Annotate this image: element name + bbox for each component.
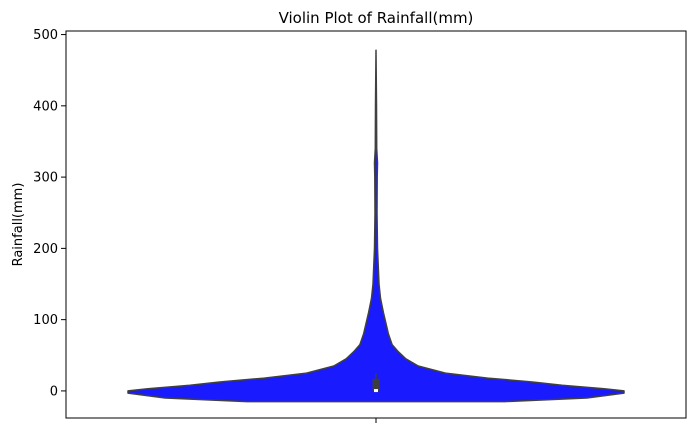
y-tick-label: 100 [33,313,58,328]
median-marker [374,389,378,393]
y-axis: 0 100 200 300 400 500 [33,28,66,399]
chart-title: Violin Plot of Rainfall(mm) [279,9,474,27]
y-tick-label: 400 [33,99,58,114]
plot-area [127,49,625,403]
y-tick-label: 300 [33,171,58,186]
violin-body [127,49,625,403]
y-tick-label: 0 [50,384,58,399]
iqr-box [372,378,380,391]
y-tick-label: 500 [33,28,58,43]
y-tick-label: 200 [33,242,58,257]
y-axis-label: Rainfall(mm) [11,183,26,267]
